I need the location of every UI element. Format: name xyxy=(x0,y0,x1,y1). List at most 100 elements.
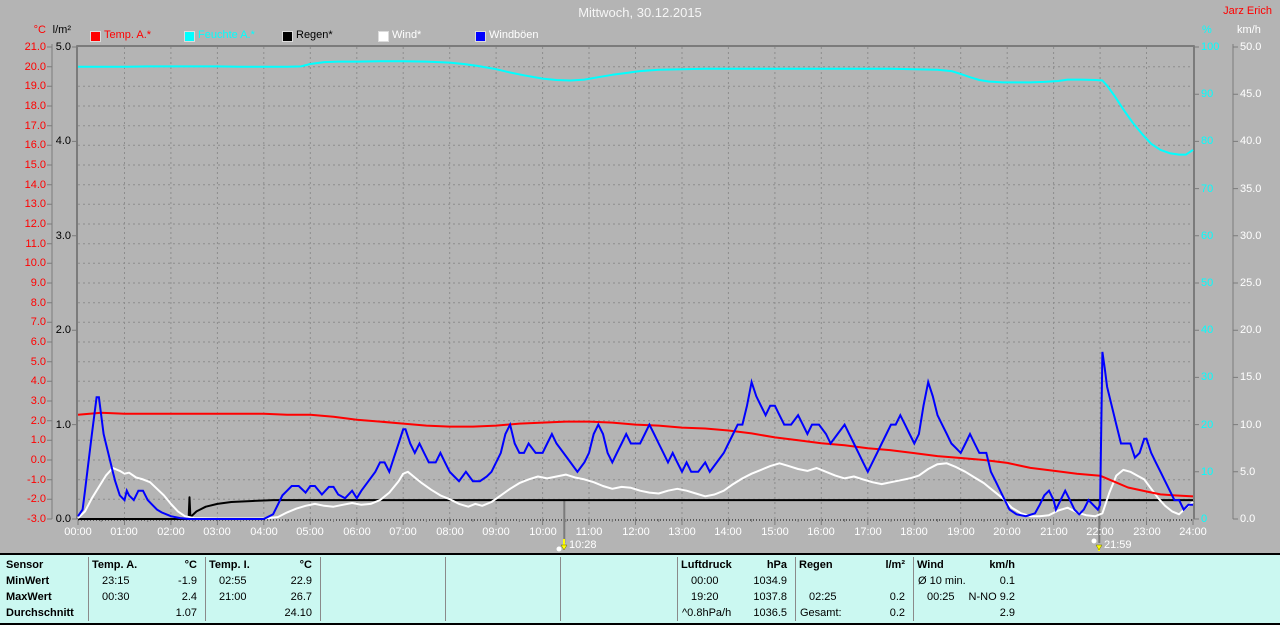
temp-axis-tick-label: 6.0 xyxy=(30,336,46,348)
table-value-time: 23:15 xyxy=(102,575,130,587)
half-hour-tick-marks xyxy=(100,519,1171,522)
table-value: 1037.8 xyxy=(753,591,787,603)
table-value: 1036.5 xyxy=(753,607,787,619)
table-value: 1034.9 xyxy=(753,575,787,587)
time-axis-tick-label: 22:00 xyxy=(1086,526,1114,538)
series-humidity xyxy=(78,60,1194,156)
table-value-time: Gesamt: xyxy=(800,607,842,619)
rain-axis-tick-label: 3.0 xyxy=(55,230,71,242)
time-axis-tick-label: 20:00 xyxy=(993,526,1021,538)
temp-axis-tick-label: 2.0 xyxy=(30,415,46,427)
temp-axis-tick-label: 15.0 xyxy=(24,159,46,171)
series-wind xyxy=(77,462,1194,520)
legend-swatch-humidity xyxy=(184,31,195,42)
time-axis-tick-label: 17:00 xyxy=(854,526,882,538)
table-value: -1.9 xyxy=(178,575,197,587)
rain-axis-tick-label: 5.0 xyxy=(55,41,71,53)
series-rain xyxy=(78,496,1193,520)
rain-axis-tick-label: 2.0 xyxy=(55,324,71,336)
page-title: Mittwoch, 30.12.2015 xyxy=(578,5,702,20)
table-value: 26.7 xyxy=(290,591,312,603)
wind-axis-tick-label: 30.0 xyxy=(1240,230,1262,242)
humidity-axis-tick-label: 60 xyxy=(1201,230,1214,242)
time-axis-tick-label: 14:00 xyxy=(714,526,742,538)
humidity-axis-tick-label: 100 xyxy=(1201,41,1220,53)
daily-stats-table: Sensor MinWert MaxWert Durchschnitt Temp. A.… xyxy=(0,553,1280,625)
time-axis-tick-label: 12:00 xyxy=(622,526,650,538)
table-row-label: MinWert xyxy=(6,575,50,587)
time-axis-tick-label: 21:00 xyxy=(1040,526,1068,538)
moonrise-icon xyxy=(1091,538,1103,551)
table-column-divider xyxy=(445,557,446,621)
table-row-label: MaxWert xyxy=(6,591,52,603)
table-value-time: 00:30 xyxy=(102,591,130,603)
table-value-time: Ø 10 min. xyxy=(918,575,966,587)
table-value: 0.2 xyxy=(889,591,905,603)
moonset-icon xyxy=(556,539,568,552)
legend-label-rain: Regen* xyxy=(296,29,333,41)
temp-axis-tick-label: 14.0 xyxy=(24,179,46,191)
table-column-unit: km/h xyxy=(989,559,1015,571)
temp-axis-tick-label: 13.0 xyxy=(24,198,46,210)
table-value-time: ^0.8hPa/h xyxy=(682,607,732,619)
table-value: 2.4 xyxy=(181,591,197,603)
table-value: 0.2 xyxy=(889,607,905,619)
time-axis-tick-label: 00:00 xyxy=(64,526,92,538)
wind-axis-tick-label: 20.0 xyxy=(1240,324,1262,336)
table-value: 24.10 xyxy=(284,607,312,619)
table-column-unit: hPa xyxy=(766,559,787,571)
weather-chart xyxy=(47,44,1238,543)
temp-axis-tick-label: 0.0 xyxy=(30,454,46,466)
wind-axis-tick-label: 5.0 xyxy=(1240,466,1256,478)
table-column-header: Luftdruck xyxy=(681,559,732,571)
humidity-axis-ticks xyxy=(1194,46,1199,520)
temp-axis-tick-label: 3.0 xyxy=(30,395,46,407)
time-axis-tick-label: 10:00 xyxy=(529,526,557,538)
wind-axis-tick-label: 15.0 xyxy=(1240,371,1262,383)
time-axis-tick-label: 03:00 xyxy=(203,526,231,538)
legend-label-temp: Temp. A.* xyxy=(104,29,152,41)
legend-label-humidity: Feuchte A.* xyxy=(198,29,255,41)
temp-axis-tick-label: -2.0 xyxy=(27,493,46,505)
table-value: 2.9 xyxy=(999,607,1015,619)
table-column-divider xyxy=(320,557,321,621)
temp-axis-tick-label: 5.0 xyxy=(30,356,46,368)
table-value: 0.1 xyxy=(999,575,1015,587)
legend-swatch-gusts xyxy=(475,31,486,42)
wind-axis-tick-label: 50.0 xyxy=(1240,41,1262,53)
humidity-axis-tick-label: 90 xyxy=(1201,88,1214,100)
time-axis-tick-label: 16:00 xyxy=(807,526,835,538)
time-axis-tick-label: 02:00 xyxy=(157,526,185,538)
time-axis-tick-label: 23:00 xyxy=(1133,526,1161,538)
time-axis-tick-label: 08:00 xyxy=(436,526,464,538)
table-column-header: Wind xyxy=(917,559,944,571)
temp-axis-tick-label: 11.0 xyxy=(25,238,46,250)
humidity-axis-tick-label: 10 xyxy=(1201,466,1214,478)
table-column-unit: °C xyxy=(299,559,312,571)
temp-axis-tick-label: 4.0 xyxy=(30,375,46,387)
table-value-time: 00:00 xyxy=(691,575,719,587)
table-column-header: Regen xyxy=(799,559,833,571)
marker-time-1028: 10:28 xyxy=(569,539,597,551)
time-axis-tick-label: 07:00 xyxy=(389,526,417,538)
wind-axis-tick-label: 25.0 xyxy=(1240,277,1262,289)
wind-axis-tick-label: 40.0 xyxy=(1240,135,1262,147)
temp-axis-tick-label: 19.0 xyxy=(24,80,46,92)
wind-axis-tick-label: 45.0 xyxy=(1240,88,1262,100)
temp-axis-tick-label: 9.0 xyxy=(30,277,46,289)
time-axis-tick-label: 06:00 xyxy=(343,526,371,538)
humidity-axis-tick-label: 50 xyxy=(1201,277,1214,289)
legend-label-gusts: Windböen xyxy=(489,29,539,41)
table-column-header: Temp. I. xyxy=(209,559,250,571)
temp-axis-tick-label: 21.0 xyxy=(24,41,46,53)
wind-axis-tick-label: 0.0 xyxy=(1240,513,1256,525)
rain-axis-tick-label: 4.0 xyxy=(55,135,71,147)
series-gusts xyxy=(77,351,1193,520)
table-column-divider xyxy=(795,557,796,621)
table-row-label: Sensor xyxy=(6,559,44,571)
temp-axis-tick-label: 20.0 xyxy=(24,61,46,73)
table-value-time: 02:25 xyxy=(809,591,837,603)
time-axis-tick-label: 24:00 xyxy=(1179,526,1207,538)
humidity-axis-tick-label: 30 xyxy=(1201,371,1214,383)
table-value: 1.07 xyxy=(175,607,197,619)
